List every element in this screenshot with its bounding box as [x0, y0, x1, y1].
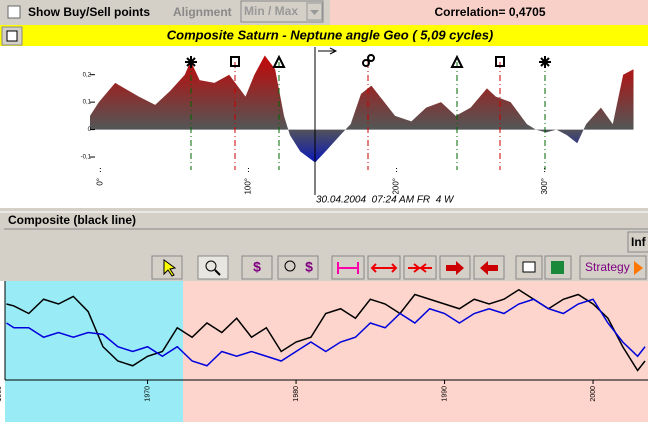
- x-tick-label: 0°: [95, 178, 104, 186]
- x-tick-label: 1970: [144, 386, 151, 402]
- x-tick-label: 2000: [590, 386, 597, 402]
- correlation: Correlation= 0,4705: [434, 5, 545, 19]
- checkbox[interactable]: [7, 5, 21, 19]
- x-tick-label: 1960: [0, 386, 3, 402]
- aspect-lines: [190, 62, 546, 170]
- back-icon: [480, 261, 498, 275]
- alignment-select[interactable]: [240, 0, 324, 23]
- zoom-icon: [284, 260, 296, 272]
- strategy-button[interactable]: [579, 255, 647, 280]
- cursor-arrow: [318, 47, 338, 55]
- price-tool[interactable]: [241, 255, 273, 280]
- zoom-tool[interactable]: [197, 255, 229, 280]
- fit-icon: [337, 262, 359, 274]
- dollar-icon: $: [253, 259, 261, 275]
- dropdown-arrow: [310, 10, 319, 15]
- x-tick-label: 200°: [392, 178, 401, 195]
- line: [6, 298, 646, 367]
- y-tick-label: -0,1: [81, 155, 92, 161]
- strategy-label: Strategy: [585, 260, 630, 274]
- y-tick-label: 0,1: [83, 100, 92, 106]
- print-icon: [522, 261, 536, 273]
- print-icon: [6, 30, 18, 42]
- aspect-glyphs: [185, 54, 551, 68]
- excel-icon: [551, 261, 564, 274]
- title-band: [0, 25, 648, 46]
- correlation-panel: [330, 0, 648, 25]
- checkbox-label: Show Buy/Sell points: [28, 5, 150, 19]
- expand-icon: [370, 263, 398, 273]
- x-tick-label: 300°: [540, 178, 549, 195]
- info-button[interactable]: [627, 231, 648, 253]
- shrink-icon: [408, 263, 432, 273]
- zoom-handle: [214, 269, 221, 276]
- cursor-label: 30.04.2004 07:24 AM FR 4 W: [316, 195, 455, 206]
- y-tick-label: 0: [88, 127, 92, 133]
- dollar-icon: $: [305, 259, 313, 275]
- zoom-icon: [205, 260, 217, 272]
- chart-tools: $ $ Strategy: [151, 255, 647, 280]
- alignment-label: Alignment: [173, 5, 232, 19]
- panel-title: Composite (black line): [8, 213, 136, 227]
- period-band: [5, 281, 183, 422]
- period-band: [183, 281, 648, 422]
- strategy-arrow: [634, 261, 643, 275]
- x-tick-label: 1980: [293, 386, 300, 402]
- info-label: Inf: [631, 235, 647, 249]
- forward-icon: [446, 261, 464, 275]
- x-tick-label: 100°: [244, 178, 253, 195]
- x-tick-label: 1990: [441, 386, 448, 402]
- pointer-icon: [163, 259, 177, 277]
- alignment-value: Min / Max: [244, 4, 298, 18]
- area: [90, 55, 634, 163]
- y-tick-label: 0,2: [83, 72, 92, 78]
- chart-title: Composite Saturn - Neptune angle Geo ( 5…: [167, 27, 494, 42]
